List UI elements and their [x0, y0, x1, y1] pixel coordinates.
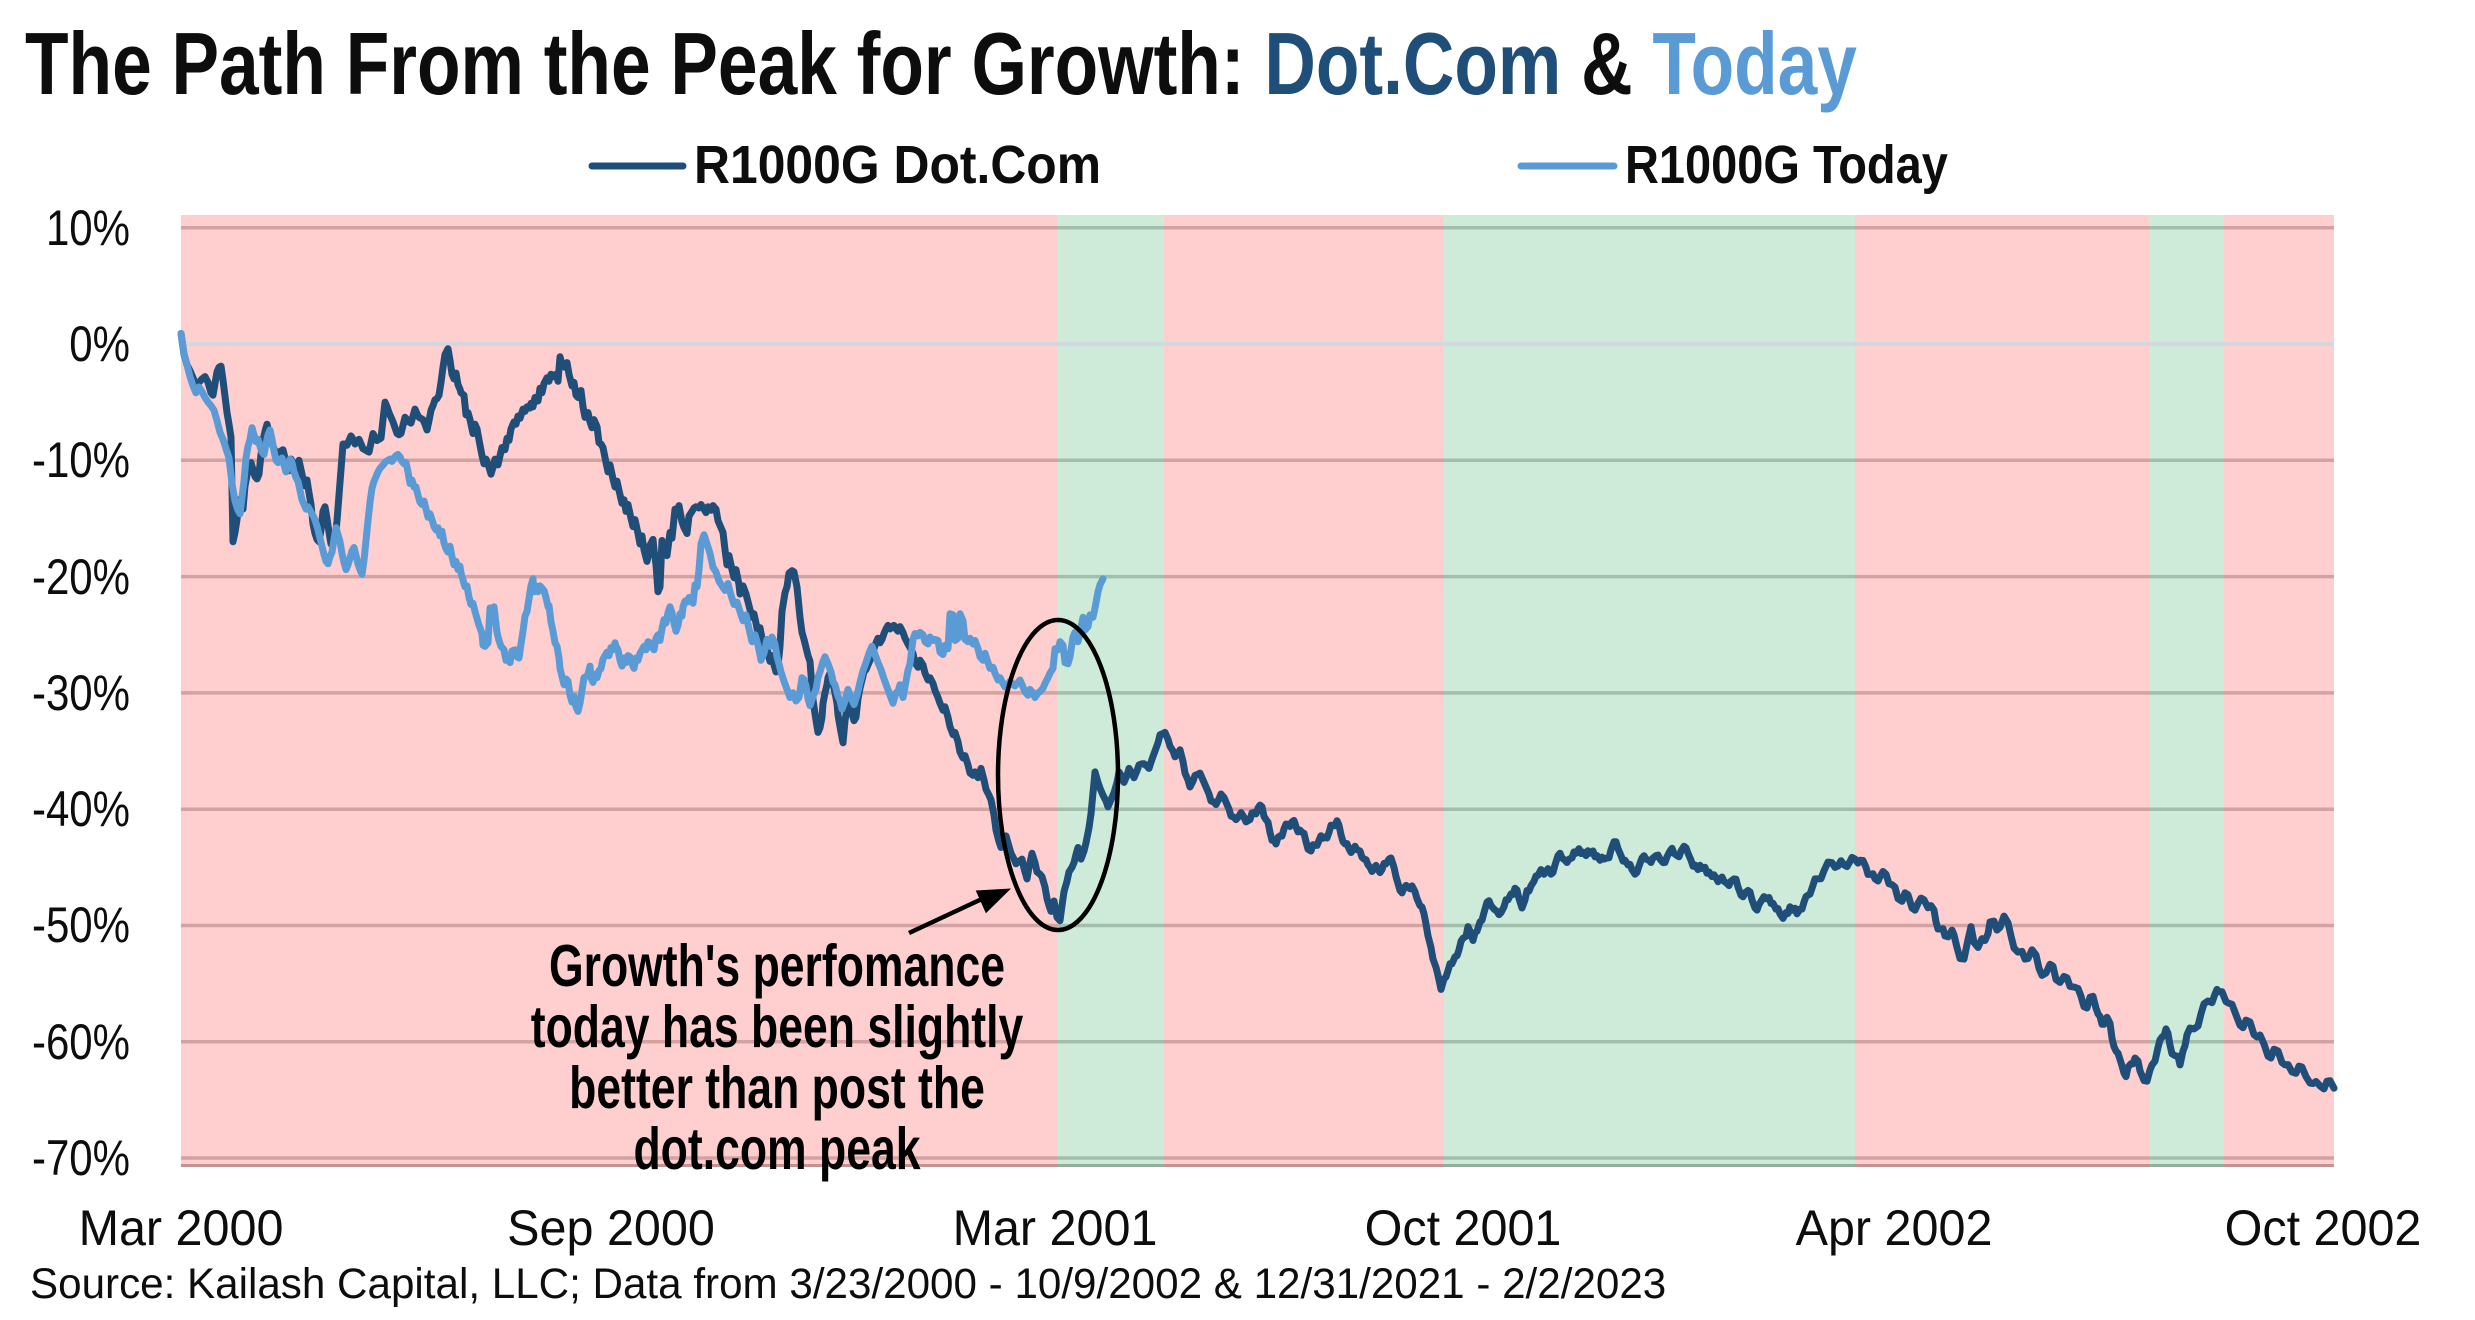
svg-text:-60%: -60%: [32, 1014, 130, 1070]
svg-text:Apr 2002: Apr 2002: [1796, 1200, 1993, 1256]
svg-text:R1000G Today: R1000G Today: [1625, 134, 1948, 195]
svg-text:-30%: -30%: [32, 665, 130, 721]
svg-text:-50%: -50%: [32, 897, 130, 953]
svg-text:Growth's perfomance: Growth's perfomance: [549, 934, 1005, 999]
svg-text:-40%: -40%: [32, 781, 130, 837]
svg-text:R1000G Dot.Com: R1000G Dot.Com: [694, 135, 1101, 195]
svg-text:-70%: -70%: [32, 1130, 130, 1186]
svg-text:-20%: -20%: [32, 549, 130, 605]
svg-text:Sep 2000: Sep 2000: [507, 1200, 715, 1256]
svg-text:today has been slightly: today has been slightly: [531, 995, 1024, 1060]
svg-text:dot.com peak: dot.com peak: [633, 1117, 921, 1182]
svg-text:0%: 0%: [69, 316, 130, 372]
svg-text:Mar 2000: Mar 2000: [79, 1200, 284, 1256]
svg-text:Mar 2001: Mar 2001: [953, 1200, 1158, 1256]
svg-text:Oct 2001: Oct 2001: [1365, 1200, 1562, 1256]
svg-text:Oct 2002: Oct 2002: [2225, 1200, 2422, 1256]
svg-text:10%: 10%: [46, 200, 130, 256]
svg-text:The Path From the Peak for Gro: The Path From the Peak for Growth: Dot.C…: [25, 15, 1857, 113]
svg-text:Source: Kailash Capital, LLC;: Source: Kailash Capital, LLC; Data from …: [30, 1260, 1666, 1308]
svg-text:better than post the: better than post the: [569, 1056, 985, 1121]
svg-text:-10%: -10%: [32, 432, 130, 488]
